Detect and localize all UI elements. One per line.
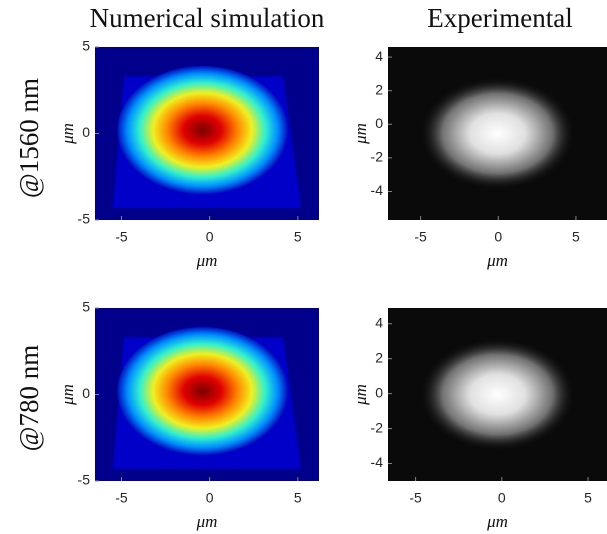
y-tick-label: 2: [375, 349, 383, 365]
y-tick-label: -4: [371, 454, 384, 470]
x-axis-label: μm: [196, 512, 218, 531]
x-tick-label: 5: [294, 490, 302, 506]
heatmap: [388, 308, 607, 481]
y-tick-label: 4: [375, 314, 383, 330]
y-tick-label: 5: [82, 38, 90, 54]
heatmap-spot: [418, 76, 577, 191]
column-title: Experimental: [427, 3, 572, 33]
x-axis-label: μm: [486, 512, 508, 531]
x-tick-label: -5: [409, 490, 422, 506]
heatmap: [95, 47, 319, 220]
heatmap-spot: [117, 327, 288, 456]
row-label: @780 nm: [14, 345, 44, 452]
column-title: Numerical simulation: [90, 3, 325, 33]
y-tick-label: 0: [82, 124, 90, 140]
x-tick-label: 5: [294, 229, 302, 245]
x-axis-label: μm: [486, 251, 508, 270]
row-label: @1560 nm: [14, 78, 44, 198]
y-tick-label: -5: [78, 472, 91, 488]
y-tick-label: 2: [375, 81, 383, 97]
y-tick-label: 4: [375, 48, 383, 64]
x-tick-label: 5: [584, 490, 592, 506]
y-tick-label: -2: [371, 419, 384, 435]
x-tick-label: 0: [494, 229, 502, 245]
heatmap-spot: [418, 337, 577, 452]
x-tick-label: 0: [206, 229, 214, 245]
x-tick-label: 0: [206, 490, 214, 506]
y-tick-label: -4: [371, 182, 384, 198]
heatmap: [388, 47, 607, 220]
x-axis-label: μm: [196, 251, 218, 270]
x-tick-label: 5: [572, 229, 580, 245]
x-tick-label: 0: [498, 490, 506, 506]
y-tick-label: 0: [375, 115, 383, 131]
heatmap-spot: [117, 66, 288, 195]
x-tick-label: -5: [115, 490, 128, 506]
y-tick-label: -2: [371, 149, 384, 165]
y-axis-label: μm: [58, 123, 77, 145]
y-axis-label: μm: [351, 123, 370, 145]
y-tick-label: -5: [78, 211, 91, 227]
x-tick-label: -5: [414, 229, 427, 245]
y-axis-label: μm: [58, 384, 77, 406]
y-tick-label: 0: [375, 384, 383, 400]
y-tick-label: 5: [82, 299, 90, 315]
heatmap: [95, 308, 319, 481]
x-tick-label: -5: [115, 229, 128, 245]
y-tick-label: 0: [82, 385, 90, 401]
y-axis-label: μm: [351, 384, 370, 406]
